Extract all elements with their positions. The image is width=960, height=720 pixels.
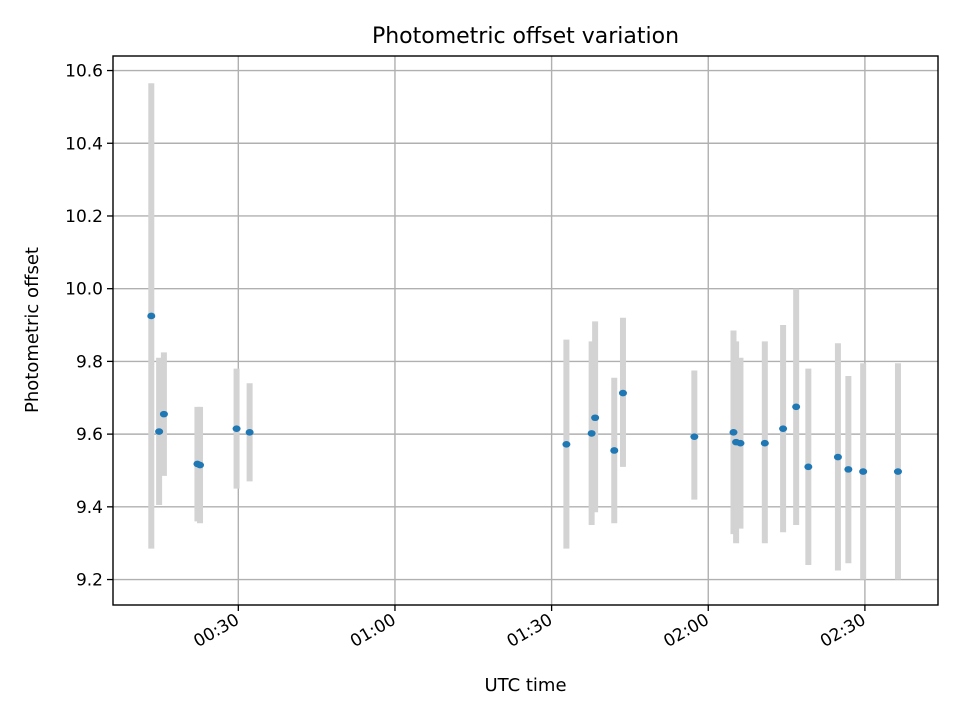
data-point bbox=[610, 447, 619, 454]
y-tick-label: 9.2 bbox=[76, 571, 103, 591]
y-tick-label: 9.6 bbox=[76, 425, 103, 445]
data-point bbox=[591, 414, 600, 422]
plot-frame bbox=[112, 55, 939, 606]
errorbar-layer bbox=[148, 83, 901, 580]
y-tick-label: 9.8 bbox=[76, 352, 103, 372]
data-point bbox=[760, 439, 769, 447]
data-point bbox=[690, 433, 699, 440]
data-point bbox=[804, 463, 813, 471]
data-point bbox=[779, 425, 788, 432]
data-point bbox=[155, 428, 164, 435]
grid-layer bbox=[113, 56, 938, 605]
y-axis-label: Photometric offset bbox=[22, 247, 43, 413]
y-tick-label: 9.4 bbox=[76, 498, 103, 518]
point-layer bbox=[147, 312, 902, 475]
x-axis-label: UTC time bbox=[484, 675, 566, 696]
x-tick-label: 02:30 bbox=[817, 610, 869, 652]
y-tick-layer: 9.2 9.4 9.6 9.8 10.0 10.2 10.4 10.6 bbox=[65, 62, 113, 591]
data-point bbox=[196, 461, 205, 469]
data-point bbox=[736, 439, 745, 447]
y-tick-label: 10.6 bbox=[65, 62, 103, 82]
data-point bbox=[562, 440, 571, 448]
y-tick-label: 10.0 bbox=[65, 280, 103, 300]
x-tick-label: 00:30 bbox=[190, 610, 242, 652]
x-tick-label: 01:00 bbox=[347, 610, 399, 652]
chart-title: Photometric offset variation bbox=[372, 24, 679, 49]
data-point bbox=[859, 468, 868, 475]
y-tick-label: 10.2 bbox=[65, 207, 103, 227]
data-point bbox=[792, 403, 801, 411]
data-point bbox=[159, 410, 168, 418]
data-point bbox=[147, 312, 156, 320]
data-point bbox=[232, 425, 241, 432]
data-point bbox=[729, 429, 738, 436]
x-tick-label: 01:30 bbox=[504, 610, 556, 652]
data-point bbox=[245, 429, 254, 436]
data-point bbox=[833, 453, 842, 461]
y-tick-label: 10.4 bbox=[65, 134, 103, 154]
data-point bbox=[844, 466, 853, 473]
data-point bbox=[893, 468, 902, 475]
data-point bbox=[618, 389, 627, 397]
data-point bbox=[587, 430, 596, 437]
x-tick-label: 02:00 bbox=[660, 610, 712, 652]
x-tick-layer: 00:30 01:00 01:30 02:00 02:30 bbox=[190, 605, 869, 652]
